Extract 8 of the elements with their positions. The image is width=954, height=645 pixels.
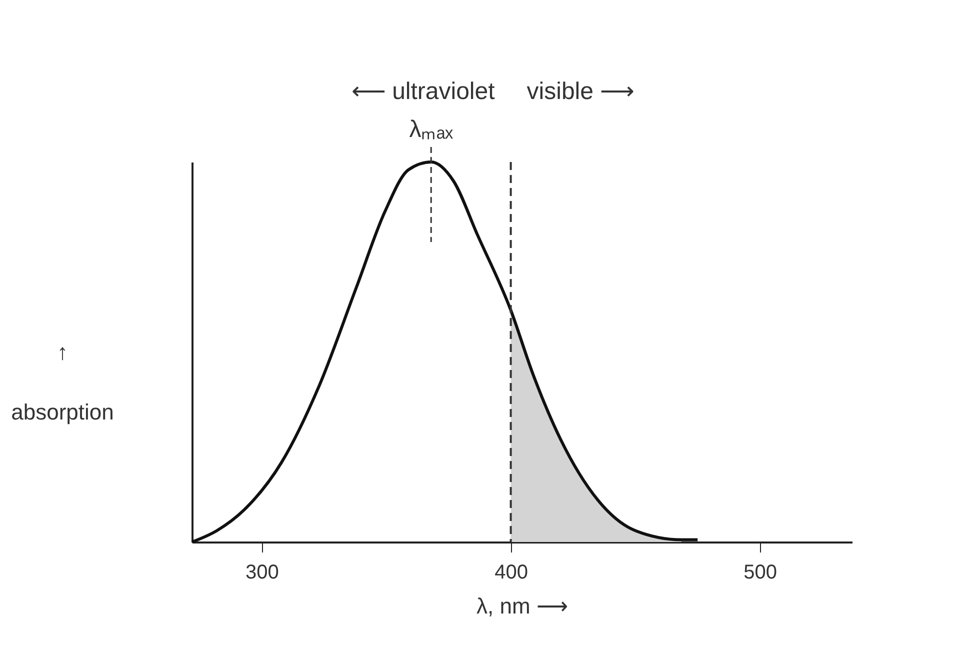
- x-tick-label: 300: [246, 562, 279, 584]
- text: λₘₐₓ: [409, 116, 454, 143]
- text: ↑ absorption: [11, 340, 114, 424]
- text: ⟵ ultraviolet: [351, 78, 496, 105]
- x-tick-label: 400: [494, 562, 528, 584]
- x-tick-label: 500: [744, 562, 778, 584]
- text: visible ⟶: [526, 78, 634, 105]
- x-axis-title: λ, nm ⟶: [476, 594, 568, 618]
